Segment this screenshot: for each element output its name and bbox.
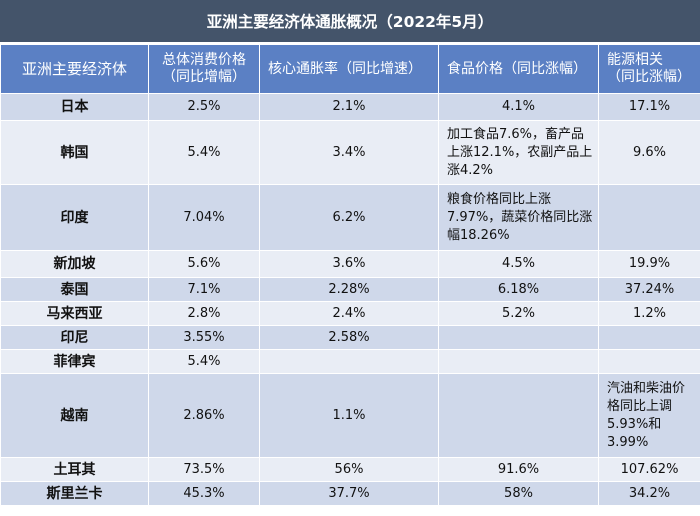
- country-name: 印度: [0, 184, 149, 251]
- food-price-value: 4.5%: [438, 250, 599, 278]
- country-name: 菲律宾: [0, 349, 149, 374]
- energy-price-value: 107.62%: [598, 457, 700, 482]
- table-title: 亚洲主要经济体通胀概况（2022年5月）: [0, 0, 700, 44]
- country-name: 马来西亚: [0, 301, 149, 326]
- header-economy: 亚洲主要经济体: [0, 44, 149, 94]
- energy-price-value: 19.9%: [598, 250, 700, 278]
- header-energy: 能源相关 （同比涨幅）: [598, 44, 700, 94]
- country-name: 土耳其: [0, 457, 149, 482]
- cpi-value: 5.4%: [148, 349, 260, 374]
- food-price-value: 粮食价格同比上涨7.97%，蔬菜价格同比涨幅18.26%: [438, 184, 599, 251]
- cpi-value: 7.04%: [148, 184, 260, 251]
- header-energy-line2: （同比涨幅）: [607, 69, 691, 85]
- energy-price-value: 1.2%: [598, 301, 700, 326]
- core-inflation-value: 56%: [259, 457, 439, 482]
- country-name: 日本: [0, 93, 149, 121]
- country-name: 韩国: [0, 120, 149, 185]
- table-row: 马来西亚 2.8% 2.4% 5.2% 1.2%: [0, 301, 700, 326]
- food-price-value: 5.2%: [438, 301, 599, 326]
- country-name: 斯里兰卡: [0, 481, 149, 506]
- header-cpi-line2: （同比增幅）: [162, 69, 246, 85]
- food-price-value: 58%: [438, 481, 599, 506]
- table-row: 土耳其 73.5% 56% 91.6% 107.62%: [0, 457, 700, 482]
- energy-price-value: 17.1%: [598, 93, 700, 121]
- table-row: 印尼 3.55% 2.58%: [0, 325, 700, 350]
- header-core: 核心通胀率（同比增速）: [259, 44, 439, 94]
- core-inflation-value: 2.28%: [259, 277, 439, 302]
- energy-price-value: [598, 325, 700, 350]
- cpi-value: 5.4%: [148, 120, 260, 185]
- energy-price-value: [598, 349, 700, 374]
- header-row: 亚洲主要经济体 总体消费价格 （同比增幅） 核心通胀率（同比增速） 食品价格（同…: [0, 44, 700, 94]
- food-price-value: 4.1%: [438, 93, 599, 121]
- core-inflation-value: 6.2%: [259, 184, 439, 251]
- energy-price-value: 汽油和柴油价格同比上调5.93%和3.99%: [598, 373, 700, 458]
- cpi-value: 2.86%: [148, 373, 260, 458]
- table-body: 日本 2.5% 2.1% 4.1% 17.1% 韩国 5.4% 3.4% 加工食品7.6%，畜产…: [0, 93, 700, 506]
- cpi-value: 7.1%: [148, 277, 260, 302]
- cpi-value: 2.8%: [148, 301, 260, 326]
- cpi-value: 3.55%: [148, 325, 260, 350]
- core-inflation-value: 1.1%: [259, 373, 439, 458]
- food-price-value: 91.6%: [438, 457, 599, 482]
- table-row: 韩国 5.4% 3.4% 加工食品7.6%，畜产品上涨12.1%，农副产品上涨4.2%…: [0, 120, 700, 185]
- table-row: 印度 7.04% 6.2% 粮食价格同比上涨7.97%，蔬菜价格同比涨幅18.26%: [0, 184, 700, 251]
- cpi-value: 5.6%: [148, 250, 260, 278]
- table-row: 日本 2.5% 2.1% 4.1% 17.1%: [0, 93, 700, 121]
- header-energy-line1: 能源相关: [607, 52, 663, 68]
- table-row: 斯里兰卡 45.3% 37.7% 58% 34.2%: [0, 481, 700, 506]
- energy-price-value: 37.24%: [598, 277, 700, 302]
- country-name: 新加坡: [0, 250, 149, 278]
- cpi-value: 45.3%: [148, 481, 260, 506]
- table-row: 新加坡 5.6% 3.6% 4.5% 19.9%: [0, 250, 700, 278]
- energy-price-value: [598, 184, 700, 251]
- country-name: 越南: [0, 373, 149, 458]
- cpi-value: 2.5%: [148, 93, 260, 121]
- food-price-value: [438, 325, 599, 350]
- header-cpi-line1: 总体消费价格: [162, 52, 246, 68]
- core-inflation-value: 3.6%: [259, 250, 439, 278]
- table-row: 越南 2.86% 1.1% 汽油和柴油价格同比上调5.93%和3.99%: [0, 373, 700, 458]
- core-inflation-value: 2.1%: [259, 93, 439, 121]
- country-name: 泰国: [0, 277, 149, 302]
- inflation-table: 亚洲主要经济体 总体消费价格 （同比增幅） 核心通胀率（同比增速） 食品价格（同…: [0, 44, 700, 506]
- food-price-value: [438, 373, 599, 458]
- core-inflation-value: 2.4%: [259, 301, 439, 326]
- food-price-value: [438, 349, 599, 374]
- header-food: 食品价格（同比涨幅）: [438, 44, 599, 94]
- table-row: 菲律宾 5.4%: [0, 349, 700, 374]
- energy-price-value: 9.6%: [598, 120, 700, 185]
- core-inflation-value: 37.7%: [259, 481, 439, 506]
- table-row: 泰国 7.1% 2.28% 6.18% 37.24%: [0, 277, 700, 302]
- core-inflation-value: 2.58%: [259, 325, 439, 350]
- food-price-value: 加工食品7.6%，畜产品上涨12.1%，农副产品上涨4.2%: [438, 120, 599, 185]
- core-inflation-value: [259, 349, 439, 374]
- core-inflation-value: 3.4%: [259, 120, 439, 185]
- header-cpi: 总体消费价格 （同比增幅）: [148, 44, 260, 94]
- country-name: 印尼: [0, 325, 149, 350]
- food-price-value: 6.18%: [438, 277, 599, 302]
- energy-price-value: 34.2%: [598, 481, 700, 506]
- cpi-value: 73.5%: [148, 457, 260, 482]
